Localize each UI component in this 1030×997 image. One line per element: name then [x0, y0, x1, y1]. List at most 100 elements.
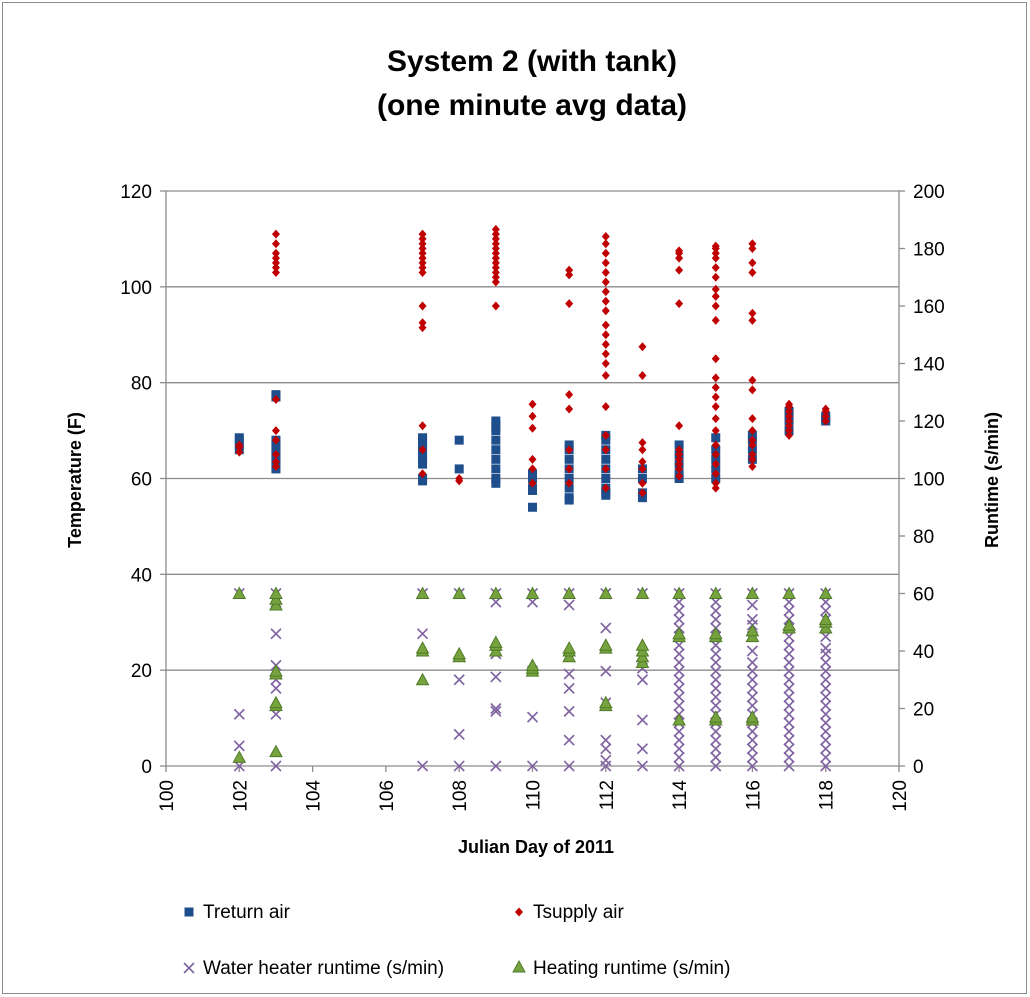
point-treturn — [271, 390, 281, 400]
point-heating — [415, 641, 430, 654]
point-tsupply — [271, 435, 280, 445]
point-tsupply — [418, 244, 427, 253]
point-tsupply — [748, 440, 757, 450]
y-tick-label-0: 0 — [141, 757, 152, 778]
point-tsupply — [785, 430, 794, 440]
point-water-heater — [783, 691, 795, 703]
y-tick-label-60: 60 — [131, 470, 152, 491]
point-treturn — [564, 440, 574, 450]
point-water-heater — [710, 682, 722, 694]
series-heating — [232, 586, 833, 763]
point-tsupply — [271, 263, 280, 273]
point-heating — [672, 712, 686, 726]
point-heating — [489, 635, 503, 648]
point-tsupply — [601, 306, 610, 316]
point-tsupply — [271, 462, 280, 472]
point-water-heater — [783, 656, 795, 669]
point-tsupply — [748, 414, 757, 424]
point-treturn — [418, 440, 428, 450]
point-treturn — [711, 464, 721, 474]
point-tsupply — [271, 253, 280, 263]
point-heating — [745, 710, 760, 723]
y-tick-label-20: 20 — [131, 661, 152, 682]
point-tsupply — [711, 483, 720, 493]
point-tsupply — [748, 244, 757, 253]
point-tsupply — [418, 229, 427, 239]
x-tick-label-106: 106 — [377, 780, 398, 812]
point-water-heater — [710, 700, 722, 712]
point-water-heater — [820, 691, 832, 703]
point-tsupply — [528, 399, 537, 409]
legend-marker-water-heater — [183, 962, 195, 974]
point-treturn — [711, 454, 721, 464]
legend-markers — [183, 907, 526, 974]
x-tick-label-112: 112 — [597, 780, 618, 810]
point-heating — [672, 626, 686, 640]
point-heating — [708, 626, 723, 640]
point-water-heater — [270, 760, 282, 772]
point-tsupply — [601, 267, 610, 277]
point-tsupply — [601, 239, 610, 249]
point-tsupply — [711, 241, 720, 251]
point-tsupply — [711, 373, 720, 383]
series-water-heater — [233, 587, 832, 772]
point-tsupply — [748, 308, 757, 318]
point-tsupply — [601, 445, 610, 455]
point-tsupply — [601, 430, 610, 440]
point-tsupply — [638, 342, 647, 352]
point-water-heater — [673, 760, 685, 772]
y-tick-label-80: 80 — [131, 374, 152, 395]
point-treturn — [271, 440, 281, 450]
point-tsupply — [711, 291, 720, 301]
point-tsupply — [565, 270, 574, 280]
point-water-heater — [490, 705, 502, 717]
point-treturn — [528, 502, 537, 512]
point-heating — [672, 586, 686, 599]
point-water-heater — [416, 760, 429, 772]
point-heating — [562, 641, 576, 654]
point-tsupply — [528, 411, 537, 421]
legend-label-tsupply: Tsupply air — [533, 902, 624, 923]
point-water-heater — [783, 760, 795, 772]
point-water-heater — [526, 711, 539, 723]
point-water-heater — [270, 628, 282, 640]
point-tsupply — [675, 253, 684, 263]
point-heating — [708, 586, 723, 599]
point-water-heater — [820, 717, 832, 729]
point-tsupply — [711, 272, 720, 282]
point-tsupply — [785, 411, 794, 421]
point-treturn — [491, 426, 501, 436]
series-tsupply — [235, 224, 830, 498]
point-heating — [415, 672, 430, 686]
point-tsupply — [711, 469, 720, 479]
point-tsupply — [271, 258, 280, 268]
point-tsupply — [638, 457, 647, 467]
point-tsupply — [418, 258, 427, 268]
point-tsupply — [821, 404, 830, 414]
point-water-heater — [820, 760, 832, 772]
point-tsupply — [601, 232, 610, 242]
point-water-heater — [820, 682, 832, 694]
point-water-heater — [453, 674, 465, 686]
point-tsupply — [235, 440, 244, 450]
point-tsupply — [528, 423, 537, 433]
point-water-heater — [783, 648, 795, 660]
x-tick-label-108: 108 — [450, 780, 471, 812]
point-water-heater — [600, 622, 612, 634]
point-tsupply — [748, 385, 757, 395]
point-tsupply — [528, 454, 537, 464]
point-water-heater — [746, 700, 758, 712]
point-water-heater — [820, 743, 832, 755]
point-heating — [818, 586, 833, 599]
point-heating — [598, 695, 613, 709]
point-tsupply — [711, 402, 720, 412]
point-tsupply — [601, 402, 610, 412]
y2-tick-label-40: 40 — [913, 642, 934, 663]
point-tsupply — [638, 464, 647, 474]
point-treturn — [234, 433, 244, 443]
point-water-heater — [673, 700, 685, 712]
point-water-heater — [416, 628, 429, 640]
point-water-heater — [710, 605, 722, 617]
point-water-heater — [783, 682, 795, 694]
data-points — [232, 224, 833, 772]
